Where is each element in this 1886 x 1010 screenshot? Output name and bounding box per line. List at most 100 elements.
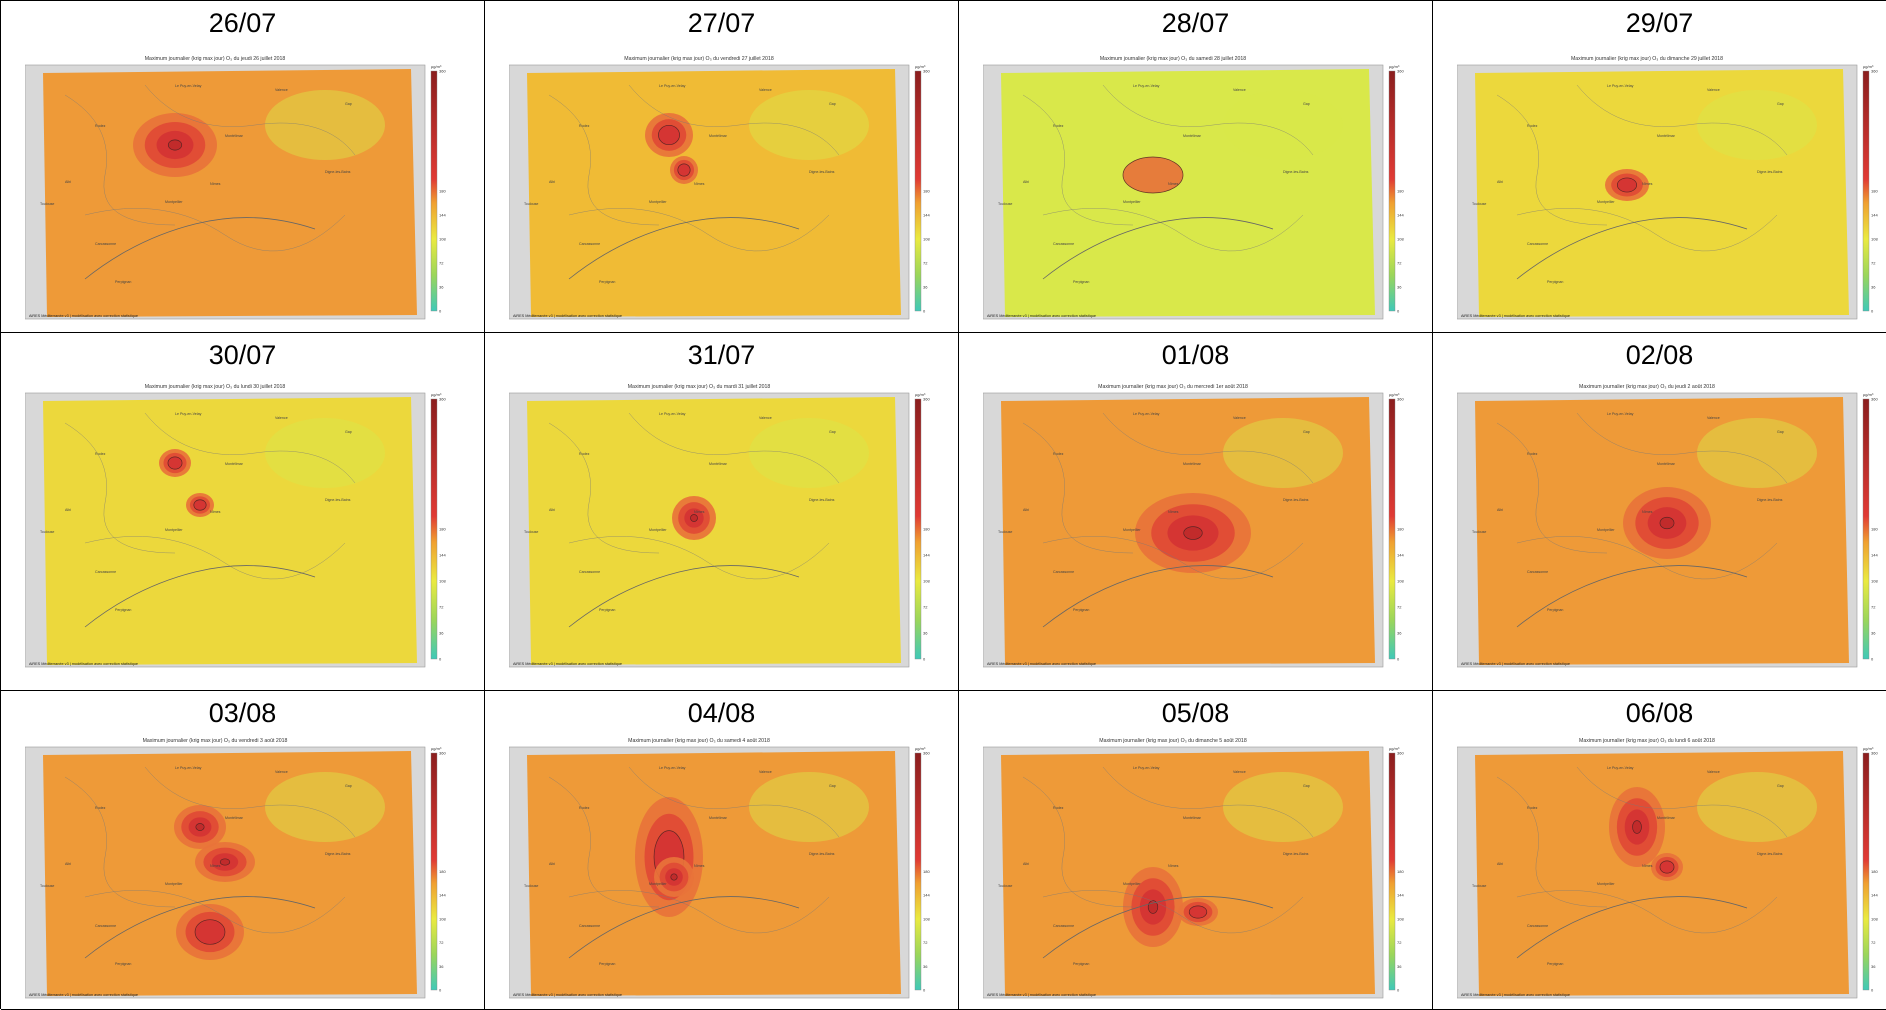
ozone-field (43, 397, 417, 665)
place-label: Montpellier (1597, 200, 1615, 204)
color-scale-tick: 36 (1871, 285, 1876, 290)
color-scale-tick: 360 (439, 751, 446, 756)
department-boundaries (64, 84, 356, 252)
place-label: Valence (759, 770, 772, 774)
place-label: Nîmes (1642, 510, 1653, 514)
ozone-hotspot (670, 156, 698, 184)
place-label: Montélimar (1183, 134, 1202, 138)
map-panel: 04/08 Maximum journalier (krig max jour) … (485, 691, 959, 1010)
place-label: Perpignan (599, 608, 615, 612)
ozone-map-svg: Maximum journalier (krig max jour) O₃ du… (1457, 384, 1878, 668)
ozone-hotspot (672, 496, 716, 540)
color-scale-bar (430, 70, 438, 312)
ozone-hotspot (635, 797, 703, 917)
place-label: Carcassonne (95, 570, 116, 574)
map-title: Maximum journalier (krig max jour) O₃ du… (628, 384, 771, 390)
place-label: Carcassonne (1527, 242, 1548, 246)
ozone-field (527, 69, 901, 317)
alps-low-zone (1223, 418, 1343, 488)
color-scale-bar (1862, 398, 1870, 660)
map-footer: AiRES Méditerranée v3 | modélisation ave… (1461, 314, 1570, 318)
color-scale-unit: µg/m³ (1389, 746, 1400, 751)
place-label: Montpellier (649, 882, 667, 886)
ozone-map: Maximum journalier (krig max jour) O₃ du… (983, 51, 1423, 331)
color-scale-tick: 72 (1397, 605, 1402, 610)
map-panel: 02/08 Maximum journalier (krig max jour) … (1433, 333, 1886, 691)
color-scale-bar (914, 752, 922, 991)
department-boundaries (1496, 412, 1788, 580)
color-scale-bar (1862, 752, 1870, 991)
coastline (84, 896, 316, 959)
color-scale-tick: 108 (923, 237, 930, 242)
color-scale-tick: 36 (1397, 631, 1402, 636)
color-scale-tick: 108 (1871, 579, 1878, 584)
color-scale-tick: 36 (1871, 964, 1876, 969)
color-scale-tick: 72 (923, 605, 928, 610)
color-scale-tick: 360 (923, 69, 930, 74)
department-boundaries (548, 766, 840, 934)
ozone-map-svg: Maximum journalier (krig max jour) O₃ du… (1457, 738, 1878, 999)
map-footer: AiRES Méditerranée v3 | modélisation ave… (513, 993, 622, 997)
ozone-map: Maximum journalier (krig max jour) O₃ du… (509, 733, 949, 1009)
map-footer: AiRES Méditerranée v3 | modélisation ave… (987, 993, 1096, 997)
place-label: Le Puy-en-Velay (175, 84, 202, 88)
place-label: Digne-les-Bains (809, 170, 835, 174)
place-label: Gap (345, 784, 352, 788)
color-scale-tick: 144 (1397, 893, 1404, 898)
place-label: Montélimar (709, 816, 728, 820)
color-scale-tick: 36 (439, 964, 444, 969)
place-label: Carcassonne (579, 924, 600, 928)
place-label: Nîmes (694, 510, 705, 514)
ozone-map: Maximum journalier (krig max jour) O₃ du… (25, 51, 465, 331)
place-label: Montélimar (1657, 134, 1676, 138)
place-label: Nîmes (1168, 182, 1179, 186)
place-label: Rodez (1527, 806, 1538, 810)
color-scale-tick: 180 (439, 189, 446, 194)
place-label: Digne-les-Bains (1283, 852, 1309, 856)
place-label: Valence (759, 88, 772, 92)
place-label: Montélimar (1657, 462, 1676, 466)
panel-date: 02/08 (1625, 340, 1694, 370)
place-label: Le Puy-en-Velay (1133, 766, 1160, 770)
place-label: Digne-les-Bains (325, 498, 351, 502)
color-scale-tick: 144 (439, 893, 446, 898)
color-scale-tick: 0 (1397, 657, 1400, 662)
color-scale-tick: 36 (1397, 285, 1402, 290)
coastline (568, 217, 800, 280)
color-scale-tick: 144 (923, 213, 930, 218)
ozone-field (1001, 69, 1375, 317)
color-scale-tick: 72 (923, 261, 928, 266)
ozone-hotspot (174, 805, 226, 849)
coastline (1042, 896, 1274, 959)
place-label: Albi (1023, 180, 1029, 184)
alps-low-zone (1223, 772, 1343, 842)
ozone-map-svg: Maximum journalier (krig max jour) O₃ du… (25, 384, 446, 668)
color-scale-tick: 0 (439, 657, 442, 662)
map-panel: 28/07 Maximum journalier (krig max jour) … (959, 1, 1433, 333)
panel-date: 05/08 (1161, 698, 1230, 728)
color-scale-tick: 180 (1397, 189, 1404, 194)
place-label: Nîmes (210, 510, 221, 514)
alps-low-zone (749, 90, 869, 160)
place-label: Valence (1707, 770, 1720, 774)
place-label: Carcassonne (579, 570, 600, 574)
ozone-map: Maximum journalier (krig max jour) O₃ du… (25, 733, 465, 1009)
ozone-hotspot (654, 857, 694, 897)
color-scale-tick: 360 (923, 751, 930, 756)
place-label: Valence (1233, 416, 1246, 420)
coastline (84, 217, 316, 280)
color-scale-bar (430, 398, 438, 660)
color-scale-bar (1388, 70, 1396, 312)
department-boundaries (1496, 84, 1788, 252)
place-label: Rodez (95, 806, 106, 810)
color-scale-tick: 0 (1397, 988, 1400, 993)
place-label: Gap (1777, 430, 1784, 434)
ozone-map-svg: Maximum journalier (krig max jour) O₃ du… (25, 56, 446, 320)
ozone-hotspot (159, 449, 191, 477)
coastline (1516, 565, 1748, 628)
place-label: Gap (1777, 784, 1784, 788)
color-scale-tick: 36 (1397, 964, 1402, 969)
place-label: Le Puy-en-Velay (659, 766, 686, 770)
place-label: Toulouse (998, 202, 1012, 206)
color-scale-tick: 72 (439, 605, 444, 610)
